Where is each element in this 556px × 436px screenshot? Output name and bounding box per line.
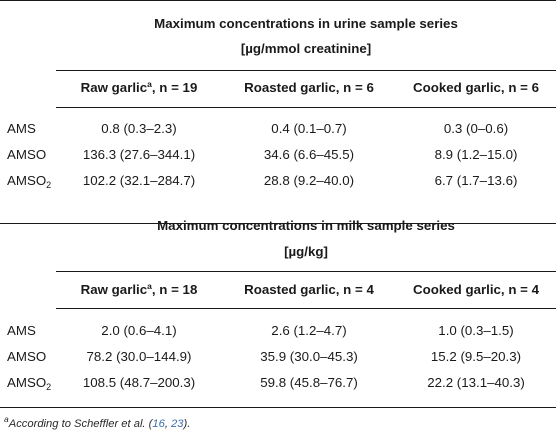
table-cell: 2.0 (0.6–4.1) [101, 323, 177, 338]
table-cell: 2.6 (1.2–4.7) [271, 323, 347, 338]
urine-col-roasted-garlic: Roasted garlic, n = 6 [244, 80, 374, 95]
milk-row-label: AMS [7, 323, 36, 338]
section-divider [0, 223, 556, 224]
table-cell: 0.8 (0.3–2.3) [101, 121, 177, 136]
table-cell: 15.2 (9.5–20.3) [430, 349, 522, 364]
urine-unit: [µg/mmol creatinine] [240, 41, 372, 56]
urine-header-underline [56, 107, 556, 108]
urine-title: Maximum concentrations in urine sample s… [154, 16, 458, 31]
milk-row-label: AMSO [7, 349, 47, 364]
reference-link-23[interactable]: 23 [171, 418, 184, 430]
table-cell: 78.2 (30.0–144.9) [86, 349, 192, 364]
milk-title: Maximum concentrations in milk sample se… [157, 218, 455, 233]
table-footnote: aAccording to Scheffler et al. (16, 23). [4, 414, 191, 430]
table-cell: 28.8 (9.2–40.0) [263, 173, 355, 188]
bottom-rule [0, 407, 556, 408]
milk-col-raw-garlic: Raw garlica, n = 18 [80, 281, 198, 297]
table-cell: 8.9 (1.2–15.0) [434, 147, 518, 162]
urine-row-label: AMSO [7, 147, 47, 162]
table-cell: 22.2 (13.1–40.3) [427, 375, 525, 390]
urine-title-underline [56, 70, 556, 71]
top-rule [0, 0, 556, 1]
table-cell: 108.5 (48.7–200.3) [82, 375, 196, 390]
urine-row-label: AMS [7, 121, 36, 136]
urine-row-label: AMSO2 [7, 173, 52, 190]
table-cell: 6.7 (1.7–13.6) [434, 173, 518, 188]
table-cell: 1.0 (0.3–1.5) [438, 323, 514, 338]
milk-col-cooked-garlic: Cooked garlic, n = 4 [413, 282, 539, 297]
table-cell: 59.8 (45.8–76.7) [260, 375, 358, 390]
table-cell: 0.4 (0.1–0.7) [271, 121, 347, 136]
reference-link-16[interactable]: 16 [152, 418, 165, 430]
milk-col-roasted-garlic: Roasted garlic, n = 4 [244, 282, 374, 297]
table-cell: 34.6 (6.6–45.5) [263, 147, 355, 162]
table-cell: 102.2 (32.1–284.7) [82, 173, 196, 188]
table-cell: 0.3 (0–0.6) [443, 121, 509, 136]
milk-row-label: AMSO2 [7, 375, 52, 392]
milk-header-underline [56, 308, 556, 309]
table-cell: 35.9 (30.0–45.3) [260, 349, 358, 364]
urine-col-raw-garlic: Raw garlica, n = 19 [80, 79, 198, 95]
urine-col-cooked-garlic: Cooked garlic, n = 6 [413, 80, 539, 95]
milk-title-underline [56, 271, 556, 272]
table-cell: 136.3 (27.6–344.1) [82, 147, 196, 162]
milk-unit: [µg/kg] [284, 244, 328, 259]
